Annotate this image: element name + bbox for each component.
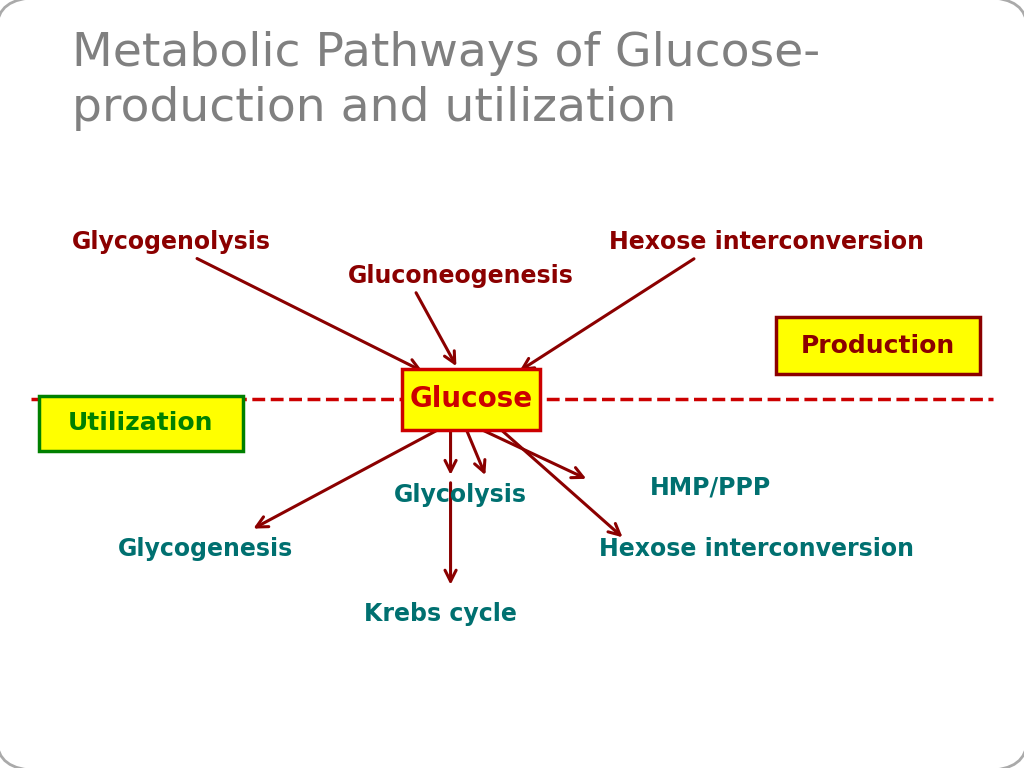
Text: Glycogenolysis: Glycogenolysis [72,230,270,254]
Text: Glycolysis: Glycolysis [394,483,527,508]
Text: HMP/PPP: HMP/PPP [650,475,771,500]
Text: Metabolic Pathways of Glucose-
production and utilization: Metabolic Pathways of Glucose- productio… [72,31,820,131]
FancyBboxPatch shape [39,396,243,451]
Text: Krebs cycle: Krebs cycle [364,602,516,627]
FancyBboxPatch shape [776,317,980,374]
Text: Glucose: Glucose [410,386,532,413]
Text: Gluconeogenesis: Gluconeogenesis [348,264,574,289]
FancyBboxPatch shape [402,369,540,430]
Text: Hexose interconversion: Hexose interconversion [609,230,925,254]
Text: Production: Production [801,333,955,358]
Text: Utilization: Utilization [68,411,214,435]
Text: Glycogenesis: Glycogenesis [118,537,293,561]
Text: Hexose interconversion: Hexose interconversion [599,537,914,561]
